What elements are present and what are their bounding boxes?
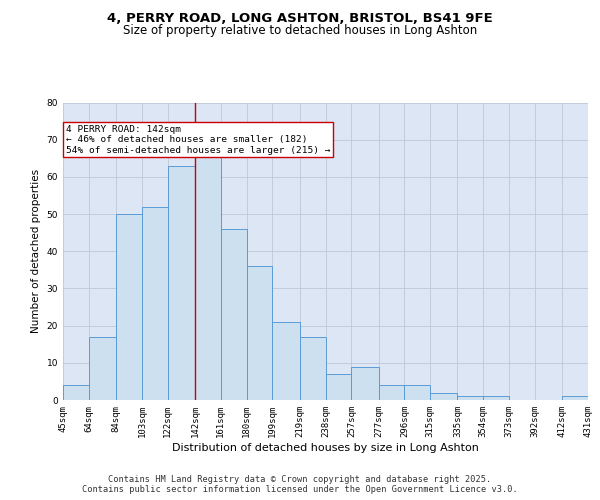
Text: 4, PERRY ROAD, LONG ASHTON, BRISTOL, BS41 9FE: 4, PERRY ROAD, LONG ASHTON, BRISTOL, BS4… xyxy=(107,12,493,26)
Bar xyxy=(89,337,116,400)
Bar xyxy=(562,396,588,400)
Bar xyxy=(299,337,325,400)
Bar xyxy=(457,396,483,400)
Bar xyxy=(142,206,168,400)
Bar xyxy=(168,166,195,400)
Bar xyxy=(430,392,457,400)
Bar xyxy=(63,385,89,400)
Bar xyxy=(247,266,272,400)
Bar xyxy=(325,374,352,400)
Text: 4 PERRY ROAD: 142sqm
← 46% of detached houses are smaller (182)
54% of semi-deta: 4 PERRY ROAD: 142sqm ← 46% of detached h… xyxy=(66,125,330,154)
Bar xyxy=(483,396,509,400)
Bar xyxy=(116,214,142,400)
Text: Contains HM Land Registry data © Crown copyright and database right 2025.
Contai: Contains HM Land Registry data © Crown c… xyxy=(82,474,518,494)
Bar xyxy=(272,322,299,400)
X-axis label: Distribution of detached houses by size in Long Ashton: Distribution of detached houses by size … xyxy=(172,442,479,452)
Bar xyxy=(379,385,404,400)
Bar xyxy=(221,229,247,400)
Bar xyxy=(352,366,379,400)
Y-axis label: Number of detached properties: Number of detached properties xyxy=(31,169,41,334)
Bar xyxy=(195,151,221,400)
Bar xyxy=(404,385,430,400)
Text: Size of property relative to detached houses in Long Ashton: Size of property relative to detached ho… xyxy=(123,24,477,37)
